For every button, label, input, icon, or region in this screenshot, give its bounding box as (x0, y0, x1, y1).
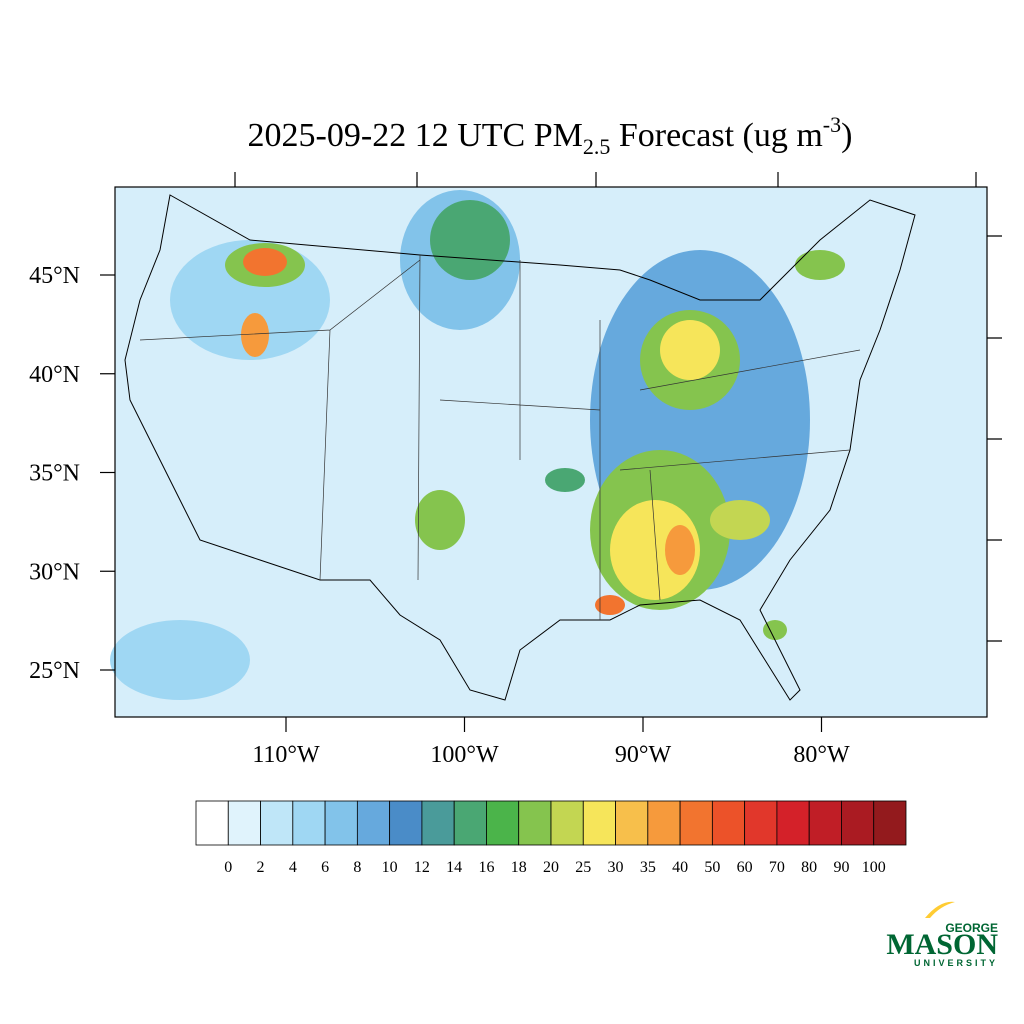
lon-label: 90°W (615, 742, 672, 768)
lat-label: 25°N (29, 658, 80, 684)
logo-flame (925, 901, 955, 918)
coastline (124, 194, 916, 701)
colorbar-box (227, 800, 261, 846)
colorbar-box (292, 800, 326, 846)
colorbar-label: 40 (672, 859, 688, 876)
logo-top: GEORGE (945, 921, 998, 935)
colorbar-label: 0 (224, 859, 232, 876)
colorbar-box (841, 800, 875, 846)
colorbar-box (582, 800, 616, 846)
colorbar-box (776, 800, 810, 846)
colorbar-box (195, 800, 229, 846)
colorbar-label: 4 (289, 859, 297, 876)
title-middle: Forecast (ug m (610, 117, 822, 154)
lon-label: 110°W (252, 742, 320, 768)
colorbar-box (324, 800, 358, 846)
colorbar-label: 50 (704, 859, 720, 876)
colorbar-label: 6 (321, 859, 329, 876)
lat-label: 35°N (29, 461, 80, 487)
lat-label: 40°N (29, 362, 80, 388)
colorbar-label: 10 (382, 859, 398, 876)
colorbar-box (808, 800, 842, 846)
colorbar-label: 60 (737, 859, 753, 876)
logo-name: MASON (886, 928, 998, 961)
colorbar-label: 90 (833, 859, 849, 876)
colorbar: 0 2 4 6 8 10 12 14 16 18 20 25 30 35 40 50 60 70 80 90 100 (195, 800, 907, 876)
title: 2025-09-22 12 UTC PM2.5 Forecast (ug m-3… (248, 112, 853, 159)
logo-bottom: UNIVERSITY (914, 958, 998, 968)
colorbar-box (647, 800, 681, 846)
lat-label: 30°N (29, 559, 80, 585)
map-ticks: 45°N 40°N 35°N 30°N 25°N 110°W 100°W 90°W 80°W (29, 263, 850, 768)
colorbar-box (421, 800, 455, 846)
colorbar-label: 25 (575, 859, 591, 876)
map (110, 172, 1002, 718)
logo: GEORGE MASON UNIVERSITY (886, 901, 998, 968)
colorbar-box (260, 800, 294, 846)
lon-label: 80°W (793, 742, 850, 768)
colorbar-label: 20 (543, 859, 559, 876)
title-superscript: -3 (823, 112, 841, 137)
colorbar-box (518, 800, 552, 846)
colorbar-label: 8 (353, 859, 361, 876)
colorbar-label: 35 (640, 859, 656, 876)
title-subscript: 2.5 (583, 134, 611, 159)
colorbar-label: 14 (446, 859, 462, 876)
colorbar-box (453, 800, 487, 846)
colorbar-box (744, 800, 778, 846)
colorbar-label: 12 (414, 859, 430, 876)
colorbar-box (679, 800, 713, 846)
colorbar-box (356, 800, 391, 846)
title-main: 2025-09-22 12 UTC PM (248, 117, 583, 154)
colorbar-box (389, 800, 423, 846)
colorbar-box (873, 800, 907, 846)
map-frame (114, 186, 988, 718)
concentration-field (110, 190, 845, 700)
colorbar-box (486, 800, 520, 846)
colorbar-label: 16 (478, 859, 494, 876)
frame-ticks (234, 172, 1002, 642)
colorbar-box (711, 800, 746, 846)
colorbar-box (615, 800, 649, 846)
state-borders (139, 254, 861, 620)
colorbar-label: 30 (608, 859, 624, 876)
lon-label: 100°W (430, 742, 499, 768)
lat-label: 45°N (29, 263, 80, 289)
colorbar-label: 100 (862, 859, 886, 876)
colorbar-box (550, 800, 584, 846)
colorbar-label: 80 (801, 859, 817, 876)
title-end: ) (841, 117, 852, 154)
colorbar-label: 70 (769, 859, 785, 876)
colorbar-label: 18 (511, 859, 527, 876)
colorbar-label: 2 (257, 859, 265, 876)
